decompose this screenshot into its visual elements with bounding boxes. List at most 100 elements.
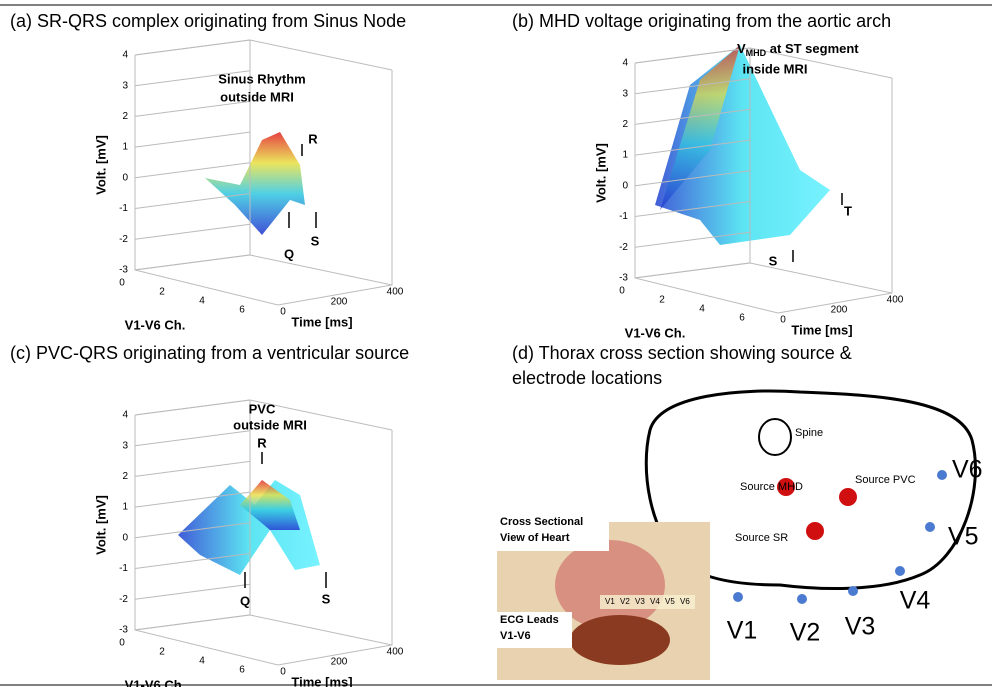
- inset-label: V1-V6: [500, 630, 531, 642]
- inset-lead: V3: [635, 597, 645, 606]
- source-pvc-dot: [839, 488, 857, 506]
- annotation-part: MHD: [746, 48, 767, 58]
- z-axis-label: Volt. [mV]: [93, 135, 108, 195]
- annotation: Q: [240, 593, 250, 608]
- lead-label: V4: [900, 587, 931, 615]
- z-tick-label: -2: [619, 242, 628, 253]
- grid-line: [634, 139, 751, 156]
- surface-a: [205, 132, 305, 235]
- t-axis-label: Time [ms]: [791, 322, 852, 337]
- annotation: Sinus Rhythm: [218, 71, 305, 86]
- z-tick-label: -2: [119, 594, 128, 605]
- ch-tick-label: 2: [159, 647, 165, 658]
- grid-line: [134, 39, 251, 56]
- surface-c-peak: [240, 480, 300, 530]
- z-tick-label: 0: [122, 532, 128, 543]
- z-tick-label: 3: [622, 88, 628, 99]
- panel-caption: (c) PVC-QRS originating from a ventricul…: [10, 343, 409, 363]
- inset-label: Cross Sectional: [500, 516, 583, 528]
- t-tick-label: 0: [280, 307, 286, 318]
- annotation: R: [308, 131, 318, 146]
- grid-line: [134, 193, 251, 209]
- inset-lead: V4: [650, 597, 660, 606]
- annotation: S: [769, 253, 778, 268]
- annotation: PVC: [249, 401, 276, 416]
- z-tick-label: -1: [619, 211, 628, 222]
- grid-line: [634, 201, 751, 217]
- inset-label-bg: [497, 612, 572, 648]
- t-axis-label: Time [ms]: [291, 314, 352, 329]
- inset-lead: V5: [665, 597, 675, 606]
- grid-line: [634, 78, 751, 95]
- panel-caption: electrode locations: [512, 368, 662, 388]
- z-tick-label: 0: [622, 180, 628, 191]
- ch-tick-label: 6: [239, 665, 245, 676]
- inset-label-bg: [497, 515, 609, 551]
- z-tick-label: 2: [622, 119, 628, 130]
- source-label: Source SR: [735, 532, 788, 544]
- lead-label: V1: [727, 617, 758, 645]
- t-tick-label: 0: [780, 315, 786, 326]
- annotation: S: [322, 591, 331, 606]
- lead-label: V3: [845, 613, 876, 641]
- z-tick-label: 1: [122, 142, 128, 153]
- t-tick-label: 200: [831, 305, 848, 316]
- z-tick-label: 1: [622, 150, 628, 161]
- source-label: Source PVC: [855, 474, 916, 486]
- z-tick-label: 0: [122, 172, 128, 183]
- ch-tick-label: 2: [159, 287, 165, 298]
- z-axis-label: Volt. [mV]: [593, 143, 608, 203]
- grid-line: [134, 131, 251, 148]
- grid-line: [134, 460, 251, 477]
- annotation: outside MRI: [220, 89, 294, 104]
- t-tick-label: 400: [387, 647, 404, 658]
- ch-tick-label: 0: [119, 638, 125, 649]
- grid-line: [134, 162, 251, 179]
- grid-line: [634, 231, 751, 248]
- z-tick-label: 2: [122, 111, 128, 122]
- ch-tick-label: 0: [119, 278, 125, 289]
- annotation: VMHD at ST segment: [737, 41, 859, 58]
- z-tick-label: -3: [119, 625, 128, 636]
- grid-line: [134, 522, 251, 539]
- ch-tick-label: 4: [699, 304, 705, 315]
- ch-axis-label: V1-V6 Ch.: [625, 325, 686, 340]
- spine-shape: [758, 418, 792, 456]
- z-tick-label: 4: [122, 50, 128, 61]
- surface-b-front: [660, 45, 740, 210]
- ch-tick-label: 4: [199, 296, 205, 307]
- lead-label: V2: [790, 619, 821, 647]
- z-tick-label: -3: [619, 273, 628, 284]
- z-tick-label: -1: [119, 203, 128, 214]
- ch-tick-label: 4: [199, 656, 205, 667]
- ch-tick-label: 6: [739, 313, 745, 324]
- annotation: inside MRI: [742, 61, 807, 76]
- ch-tick-label: 0: [619, 286, 625, 297]
- inset-lead: V2: [620, 597, 630, 606]
- grid-line: [634, 262, 751, 279]
- annotation-part: at ST segment: [766, 41, 859, 56]
- ch-axis-label: V1-V6 Ch.: [125, 317, 186, 332]
- grid-line: [134, 583, 251, 600]
- t-tick-label: 200: [331, 297, 348, 308]
- panel-caption: (d) Thorax cross section showing source …: [512, 343, 852, 363]
- lead-label: V6: [952, 456, 983, 484]
- z-tick-label: 3: [122, 80, 128, 91]
- grid-line: [134, 553, 251, 569]
- annotation-part: V: [737, 41, 746, 56]
- inset-liver: [570, 615, 670, 665]
- annotation: R: [257, 435, 267, 450]
- grid-line: [134, 614, 251, 631]
- electrodes: [733, 470, 947, 604]
- grid-line: [134, 399, 251, 416]
- z-tick-label: -3: [119, 265, 128, 276]
- z-tick-label: 4: [622, 58, 628, 69]
- grid-line: [134, 100, 251, 117]
- grid-line: [134, 491, 251, 508]
- lead-label: V5: [948, 523, 979, 551]
- z-tick-label: 2: [122, 471, 128, 482]
- inset-label: View of Heart: [500, 532, 570, 544]
- ch-tick-label: 2: [659, 295, 665, 306]
- t-axis-label: Time [ms]: [291, 674, 352, 687]
